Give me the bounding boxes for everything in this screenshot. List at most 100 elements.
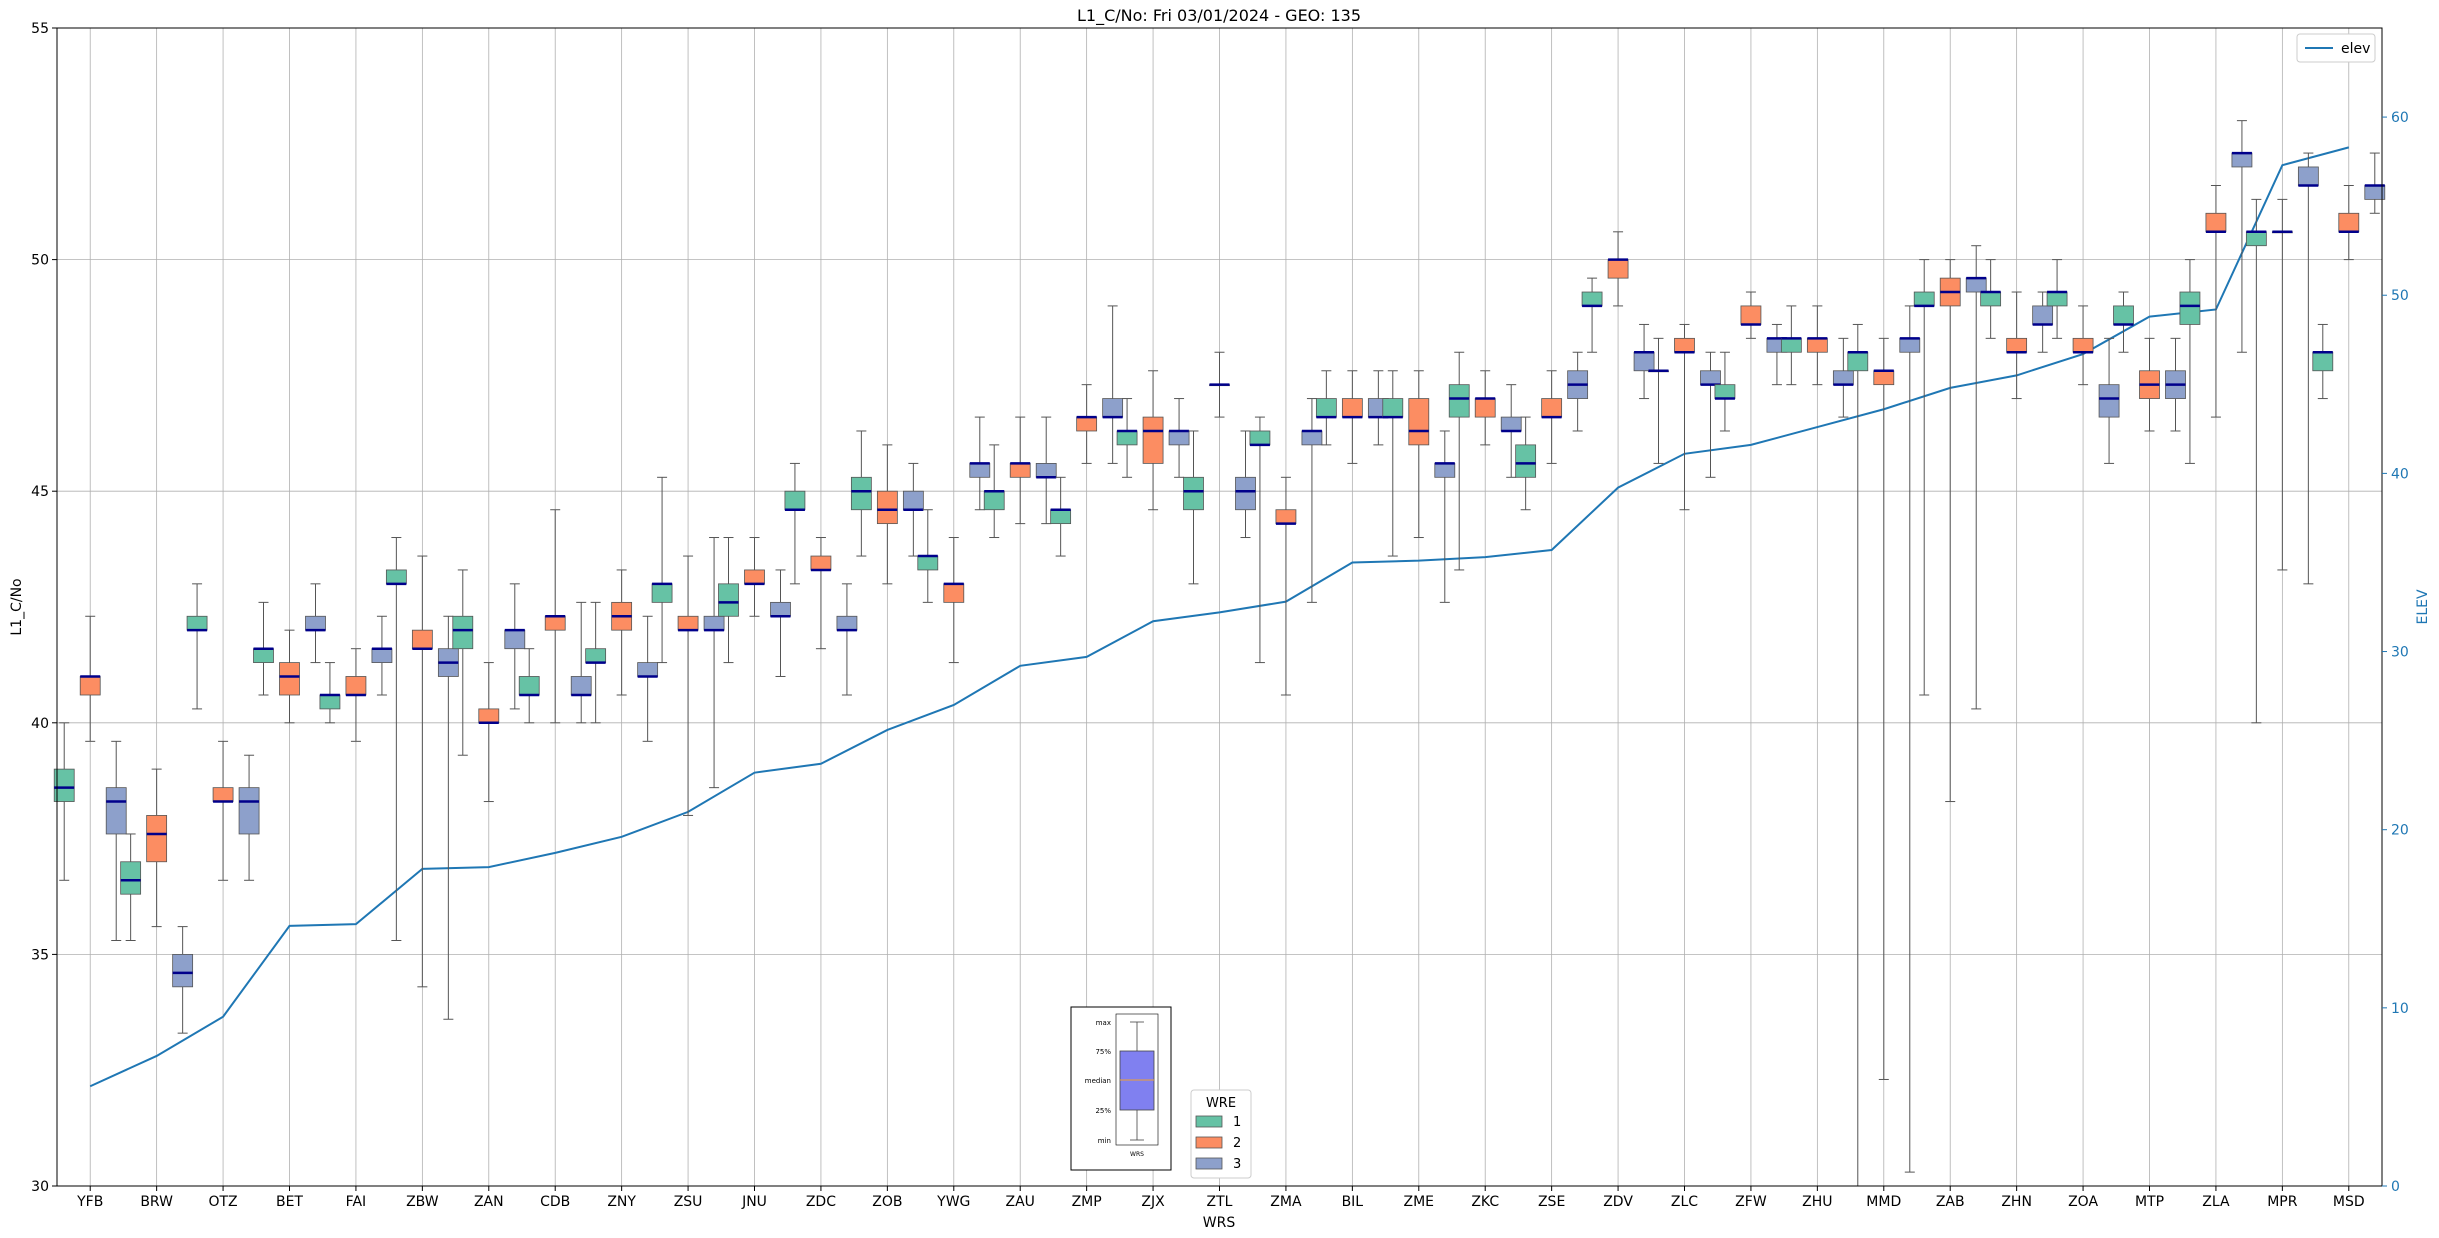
box-iqr (105, 787, 127, 835)
x-tick-label-ztl: ZTL (1207, 1194, 1233, 1210)
box-iqr (1714, 384, 1736, 399)
box-zab-wre1 (1913, 259, 1935, 696)
box-zhn-wre2 (2006, 291, 2028, 400)
box-iqr (120, 861, 142, 895)
box-zla-wre1 (2179, 259, 2201, 464)
box-iqr (186, 615, 208, 631)
box-iqr (212, 787, 234, 802)
box-mmd-wre1 (1847, 323, 1869, 1187)
box-zmp-wre1 (1050, 476, 1072, 557)
box-jnu-wre1 (718, 537, 739, 664)
x-tick-label-ywg: YWG (936, 1194, 970, 1210)
box-ywg-wre1 (917, 509, 939, 603)
box-iqr (917, 555, 939, 571)
box-iqr (172, 954, 194, 988)
box-iqr (305, 615, 326, 631)
x-tick-label-zoa: ZOA (2068, 1194, 2098, 1210)
box-zdv-wre2 (1607, 231, 1629, 307)
x-tick-label-cdb: CDB (540, 1194, 570, 1210)
x-tick-label-mtp: MTP (2135, 1194, 2164, 1210)
x-tick-label-zfw: ZFW (1735, 1194, 1767, 1210)
left-y-axis: 30 35 40 45 50 55 (31, 21, 57, 1195)
box-fai-wre2 (345, 648, 367, 742)
x-tick-label-zdc: ZDC (806, 1194, 836, 1210)
box-zan-wre3 (504, 583, 526, 710)
box-key-label-75: 75% (1095, 1048, 1111, 1056)
x-tick-label-zlc: ZLC (1671, 1194, 1698, 1210)
box-zbw-wre3 (437, 615, 459, 1020)
box-zme-wre2 (1408, 370, 1430, 539)
box-iqr (1847, 351, 1869, 372)
box-zhu-wre1 (1780, 305, 1802, 386)
box-zoa-wre3 (2098, 337, 2120, 464)
x-tick-label-zhu: ZHU (1802, 1194, 1832, 1210)
box-zsu-wre2 (677, 555, 699, 816)
box-ywg-wre2 (943, 537, 965, 664)
box-ztl-wre2 (1209, 351, 1230, 418)
box-zab-wre2 (1939, 259, 1961, 803)
box-iqr (1301, 430, 1323, 446)
box-zny-wre1 (585, 601, 607, 724)
box-cdb-wre2 (544, 509, 566, 724)
box-iqr (345, 676, 367, 696)
box-iqr (718, 583, 739, 617)
x-tick-label-jnu: JNU (741, 1194, 767, 1210)
box-iqr (279, 662, 300, 696)
box-brw-wre1 (120, 833, 142, 942)
x-tick-label-zme: ZME (1404, 1194, 1435, 1210)
x-tick-label-brw: BRW (140, 1194, 173, 1210)
box-ywg-wre3 (969, 416, 991, 511)
box-zob-wre2 (876, 444, 898, 585)
box-bet-wre1 (253, 601, 274, 696)
box-otz-wre1 (186, 583, 208, 710)
box-iqr (146, 815, 168, 863)
box-key-inset: max 75% median 25% min WRS (1070, 1006, 1172, 1171)
x-tick-label-zma: ZMA (1270, 1194, 1302, 1210)
box-iqr (1275, 509, 1297, 525)
box-key-caption: WRS (1130, 1151, 1144, 1158)
grid-lines (57, 27, 2382, 1187)
box-zan-wre2 (478, 662, 500, 803)
box-iqr (1235, 476, 1256, 511)
box-zhu-wre2 (1806, 305, 1828, 386)
chart-title: L1_C/No: Fri 03/01/2024 - GEO: 135 (1077, 6, 1361, 26)
box-iqr (1873, 370, 1895, 386)
box-msd-wre2 (2338, 184, 2360, 261)
box-iqr (2072, 337, 2094, 353)
box-jnu-wre2 (744, 537, 765, 617)
box-zdv-wre3 (1633, 323, 1655, 400)
box-iqr (2338, 212, 2360, 233)
box-iqr (744, 569, 765, 585)
elev-line-layer (89, 146, 2350, 1088)
box-iqr (1913, 291, 1935, 307)
box-iqr (2006, 337, 2028, 353)
x-axis-label: WRS (1203, 1215, 1236, 1231)
box-zdc-wre2 (810, 537, 832, 650)
box-zbw-wre1 (385, 537, 407, 942)
box-iqr (411, 629, 433, 650)
box-mmd-wre2 (1873, 337, 1895, 1080)
box-iqr (1740, 305, 1762, 325)
x-tick-label-otz: OTZ (208, 1194, 237, 1210)
box-yfb-wre3 (105, 740, 127, 942)
box-iqr (2113, 305, 2134, 325)
box-zla-wre2 (2205, 184, 2227, 418)
box-zan-wre1 (452, 569, 474, 756)
y-tick-label: 40 (31, 716, 49, 732)
box-iqr (784, 490, 806, 511)
y2-tick-label: 30 (2391, 645, 2409, 661)
box-iqr (1500, 416, 1522, 432)
elev-legend-frame (2296, 33, 2376, 63)
box-iqr (504, 629, 526, 650)
x-tick-label-zan: ZAN (474, 1194, 504, 1210)
box-zsu-wre3 (703, 537, 725, 789)
box-iqr (836, 615, 858, 631)
box-bil-wre2 (1341, 370, 1363, 464)
box-iqr (1474, 398, 1496, 418)
box-iqr (651, 583, 673, 603)
box-zdc-wre1 (784, 462, 806, 585)
box-iqr (1899, 337, 1921, 353)
box-iqr (2231, 152, 2253, 168)
box-ztl-wre1 (1183, 430, 1204, 585)
wre-legend-swatch-3 (1195, 1157, 1223, 1170)
